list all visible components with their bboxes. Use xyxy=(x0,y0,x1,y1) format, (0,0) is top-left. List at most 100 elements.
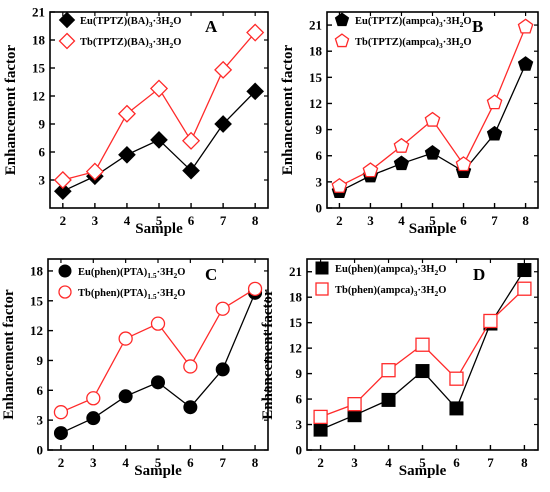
legend-formula-part: ·3H xyxy=(153,16,170,27)
x-tick-label: 4 xyxy=(385,455,392,470)
legend-formula: Tb(TPTZ)(ampca) xyxy=(355,37,440,48)
data-point xyxy=(381,392,396,407)
legend-formula-part: ·3H xyxy=(153,37,170,48)
y-axis-title: Enhancement factor xyxy=(1,289,17,420)
legend-marker xyxy=(334,33,350,48)
y-tick-label: 0 xyxy=(296,443,303,458)
data-point xyxy=(85,162,104,181)
y-tick-label: 18 xyxy=(289,290,303,305)
y-axis-title: Enhancement factor xyxy=(280,44,296,175)
series-tb xyxy=(331,18,534,193)
chart-panel-c: 2 3 4 5 6 7 8 0 3 6 9 12 15 18 Sample Enhancement facto… xyxy=(1,258,269,479)
y-tick-label: 6 xyxy=(296,392,303,407)
series-tb xyxy=(53,281,263,420)
legend-subscript: 3 xyxy=(439,20,443,29)
y-axis-title: Enhancement factor xyxy=(3,44,19,175)
y-tick-label: 21 xyxy=(309,18,322,33)
data-point xyxy=(149,79,169,98)
legend-formula-part: O xyxy=(463,37,471,48)
x-tick-label: 3 xyxy=(90,455,97,470)
x-tick-label: 2 xyxy=(317,455,324,470)
legend-formula-part: O xyxy=(438,264,446,275)
x-tick-label: 2 xyxy=(58,455,65,470)
y-tick-label: 15 xyxy=(309,70,323,85)
data-point xyxy=(215,362,230,377)
legend-formula-part: O xyxy=(177,267,185,278)
y-tick-label: 21 xyxy=(32,5,45,20)
x-tick-label: 2 xyxy=(336,213,343,228)
y-tick-label: 0 xyxy=(37,443,44,458)
legend-formula-part: O xyxy=(463,16,471,27)
legend-formula: Eu(TPTZ)(ampca) xyxy=(355,16,440,27)
legend-subscript: 2 xyxy=(170,20,174,29)
x-axis-title: Sample xyxy=(399,463,447,479)
data-point xyxy=(118,331,133,346)
data-point xyxy=(117,104,136,123)
data-point xyxy=(517,281,532,296)
legend-label: Tb(phen)(PTA)1.5·3H2O xyxy=(78,288,185,301)
y-tick-label: 3 xyxy=(296,417,303,432)
legend-marker xyxy=(315,282,329,296)
legend-label: Eu(phen)(PTA)1.5·3H2O xyxy=(78,267,185,280)
data-point xyxy=(449,401,464,416)
legend-formula: Tb(phen)(ampca) xyxy=(335,285,414,296)
data-point xyxy=(214,60,233,79)
data-point xyxy=(347,397,362,412)
x-tick-label: 7 xyxy=(491,213,498,228)
y-tick-label: 9 xyxy=(296,366,303,381)
series-line xyxy=(62,32,256,181)
y-tick-label: 15 xyxy=(32,61,46,76)
y-tick-label: 21 xyxy=(289,264,302,279)
x-tick-label: 3 xyxy=(367,213,374,228)
y-tick-label: 15 xyxy=(289,315,303,330)
x-tick-label: 7 xyxy=(487,455,494,470)
data-point xyxy=(215,301,230,316)
data-point xyxy=(53,170,72,190)
y-tick-label: 18 xyxy=(30,263,44,278)
data-point xyxy=(246,23,265,42)
data-point xyxy=(517,263,532,278)
data-point xyxy=(331,177,348,193)
data-point xyxy=(455,156,472,172)
legend-marker xyxy=(58,264,72,278)
data-point xyxy=(151,375,165,390)
legend-formula: Tb(TPTZ)(BA) xyxy=(80,37,149,48)
legend-formula-part: ·3H xyxy=(443,37,460,48)
legend-subscript: 2 xyxy=(434,268,438,277)
legend-subscript: 3 xyxy=(149,20,153,29)
data-point xyxy=(415,337,430,352)
legend-label: Eu(phen)(ampca)3·3H2O xyxy=(335,264,446,277)
legend: Eu(phen)(PTA)1.5·3H2O Tb(phen)(PTA)1.5·3H… xyxy=(58,264,185,301)
data-point xyxy=(53,405,69,420)
legend-label: Tb(TPTZ)(BA)3·3H2O xyxy=(80,37,181,50)
data-point xyxy=(182,161,200,180)
data-point xyxy=(182,131,201,150)
x-axis-title: Sample xyxy=(135,221,183,237)
series-tb xyxy=(313,281,532,425)
legend-formula-part: ·3H xyxy=(443,16,460,27)
legend-marker xyxy=(334,12,350,27)
legend-subscript: 3 xyxy=(414,289,418,298)
y-tick-label: 18 xyxy=(32,33,46,48)
data-point xyxy=(517,18,534,34)
legend-subscript: 3 xyxy=(414,268,418,277)
chart-panel-a: 2 3 4 5 6 7 8 3 6 9 12 15 18 21 Sample Enhancement fact… xyxy=(3,5,269,237)
x-tick-label: 6 xyxy=(460,213,467,228)
y-tick-label: 0 xyxy=(316,201,323,216)
x-tick-label: 8 xyxy=(521,455,528,470)
legend-subscript: 2 xyxy=(174,292,178,301)
y-tick-label: 3 xyxy=(37,413,44,428)
legend-label: Tb(phen)(ampca)3·3H2O xyxy=(335,285,446,298)
legend-marker xyxy=(58,32,76,50)
y-tick-label: 12 xyxy=(309,96,322,111)
x-tick-label: 7 xyxy=(219,455,226,470)
legend-label: Eu(TPTZ)(ampca)3·3H2O xyxy=(355,16,472,29)
x-axis-title: Sample xyxy=(409,221,457,237)
y-tick-label: 12 xyxy=(289,341,302,356)
data-point xyxy=(214,115,232,133)
data-point xyxy=(381,363,396,378)
legend-marker xyxy=(58,11,76,29)
x-tick-label: 6 xyxy=(187,455,194,470)
